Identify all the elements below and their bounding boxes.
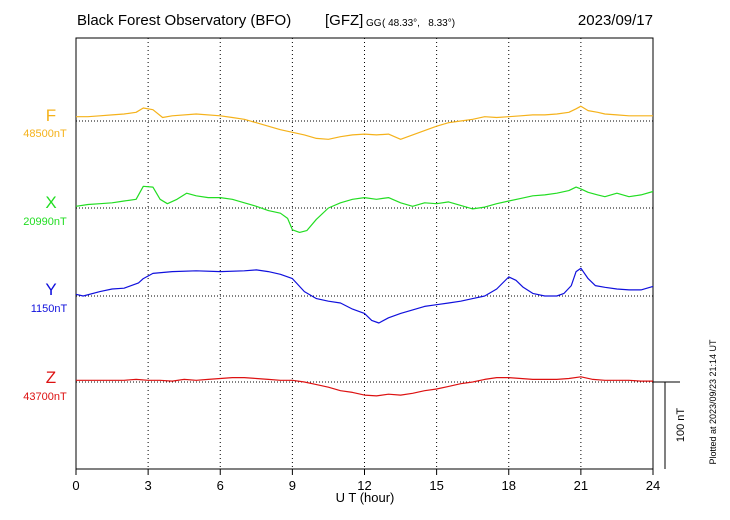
series-line-y xyxy=(75,267,654,324)
x-tick-label: 15 xyxy=(429,478,443,493)
chart-title: Black Forest Observatory (BFO) xyxy=(77,12,291,29)
coords-label: ( 48.33°, 8.33°) xyxy=(382,18,455,29)
institute-label: [GFZ] xyxy=(325,12,363,29)
x-tick-label: 18 xyxy=(502,478,516,493)
x-tick-label: 12 xyxy=(357,478,371,493)
x-tick-label: 3 xyxy=(145,478,152,493)
x-tick-label: 24 xyxy=(646,478,660,493)
x-tick-label: 0 xyxy=(72,478,79,493)
grid xyxy=(147,38,582,469)
scale-bar-label: 100 nT xyxy=(675,408,687,443)
series-line-x xyxy=(75,185,654,233)
x-axis-ticks: 0 3 6 9 12 15 18 21 24 xyxy=(72,469,660,493)
x-axis-label: U T (hour) xyxy=(336,490,395,505)
series-name-f: F xyxy=(46,106,56,125)
coords-prefix: GG xyxy=(366,18,382,29)
x-tick-label: 6 xyxy=(217,478,224,493)
series-name-y: Y xyxy=(45,280,56,299)
series-name-z: Z xyxy=(46,368,56,387)
series-line-f xyxy=(76,105,653,140)
baseline-label-f: 48500nT xyxy=(23,128,67,140)
series-line-z xyxy=(76,376,653,397)
x-tick-label: 9 xyxy=(289,478,296,493)
chart-date: 2023/09/17 xyxy=(578,12,653,29)
series-lines xyxy=(75,105,654,397)
plotted-note: Plotted at 2023/09/23 21:14 UT xyxy=(708,339,718,465)
series-name-x: X xyxy=(45,193,56,212)
baseline-label-y: 1150nT xyxy=(31,303,68,315)
baseline-label-x: 20990nT xyxy=(23,216,67,228)
baseline-label-z: 43700nT xyxy=(23,391,67,403)
x-tick-label: 21 xyxy=(574,478,588,493)
